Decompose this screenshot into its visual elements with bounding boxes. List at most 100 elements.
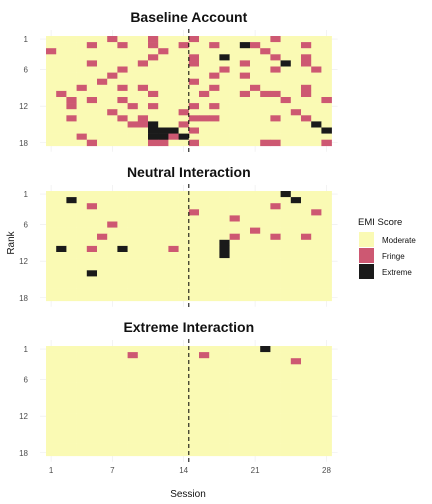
heatmap-cell	[250, 197, 261, 204]
heatmap-cell	[97, 449, 108, 457]
heatmap-cell	[250, 72, 261, 79]
heatmap-cell	[46, 191, 57, 198]
heatmap-cell	[209, 400, 220, 408]
heatmap-cell	[137, 36, 149, 43]
x-tick-label: 14	[179, 466, 188, 475]
heatmap-cell	[168, 84, 179, 92]
heatmap-cell	[219, 270, 230, 277]
heatmap-cell	[209, 90, 220, 98]
heatmap-cell	[137, 394, 149, 402]
heatmap-cell	[56, 294, 67, 302]
heatmap-cell	[229, 233, 241, 241]
heatmap-cell	[97, 203, 108, 210]
heatmap-cell	[260, 270, 271, 277]
heatmap-cell	[290, 431, 302, 438]
heatmap-cell	[56, 288, 67, 295]
heatmap-cell	[250, 103, 261, 110]
heatmap-cell	[56, 78, 67, 86]
heatmap-cell	[158, 245, 169, 253]
heatmap-cell	[250, 425, 261, 432]
heatmap-cell	[270, 197, 281, 204]
heatmap-cell	[239, 66, 251, 73]
heatmap-cell	[97, 215, 108, 222]
heatmap-cell	[290, 139, 302, 147]
heatmap-cell	[56, 103, 67, 110]
heatmap-cell	[311, 133, 322, 140]
heatmap-cell	[107, 42, 118, 49]
heatmap-cell	[56, 191, 67, 198]
heatmap-cell	[270, 419, 281, 426]
heatmap-cell	[178, 66, 190, 73]
heatmap-cell	[66, 72, 77, 79]
heatmap-cell	[66, 443, 77, 450]
heatmap-cell	[229, 97, 241, 104]
heatmap-cell	[148, 121, 159, 128]
heatmap-cell	[219, 191, 230, 198]
heatmap-cell	[127, 133, 139, 140]
heatmap-cell	[107, 413, 118, 420]
heatmap-cell	[301, 245, 312, 253]
heatmap-cell	[46, 276, 57, 283]
heatmap-cell	[239, 270, 251, 277]
heatmap-cell	[66, 84, 77, 92]
heatmap-cell	[209, 245, 220, 253]
heatmap-cell	[321, 294, 332, 302]
heatmap-cell	[321, 258, 332, 265]
heatmap-cell	[178, 382, 190, 389]
heatmap-cell	[280, 203, 292, 210]
heatmap-cell	[117, 90, 128, 98]
heatmap-cell	[260, 90, 271, 98]
heatmap-cell	[76, 431, 88, 438]
y-tick-label: 6	[24, 221, 29, 230]
heatmap-cell	[250, 133, 261, 140]
heatmap-cell	[107, 72, 118, 79]
heatmap-cell	[239, 97, 251, 104]
heatmap-cell	[250, 388, 261, 396]
heatmap-cell	[301, 121, 312, 128]
heatmap-cell	[239, 127, 251, 134]
heatmap-cell	[311, 270, 322, 277]
heatmap-cell	[260, 48, 271, 55]
heatmap-cell	[219, 72, 230, 79]
heatmap-cell	[199, 72, 210, 79]
heatmap-cell	[280, 394, 292, 402]
heatmap-cell	[290, 215, 302, 222]
heatmap-cell	[117, 84, 128, 92]
heatmap-cell	[301, 60, 312, 67]
heatmap-cell	[250, 252, 261, 259]
heatmap-cell	[158, 443, 169, 450]
heatmap-cell	[127, 358, 139, 365]
heatmap-cell	[280, 42, 292, 49]
heatmap-cell	[97, 60, 108, 67]
heatmap-cell	[270, 276, 281, 283]
heatmap-cell	[301, 425, 312, 432]
heatmap-cell	[178, 376, 190, 383]
heatmap-cell	[178, 221, 190, 228]
heatmap-cell	[56, 84, 67, 92]
heatmap-cell	[209, 78, 220, 86]
heatmap-cell	[86, 90, 98, 98]
heatmap-cell	[290, 54, 302, 61]
heatmap-cell	[209, 60, 220, 67]
heatmap-cell	[56, 443, 67, 450]
heatmap-cell	[239, 191, 251, 198]
heatmap-cell	[127, 109, 139, 116]
heatmap-cell	[209, 388, 220, 396]
heatmap-cell	[168, 221, 179, 228]
heatmap-cell	[219, 115, 230, 122]
heatmap-cell	[321, 42, 332, 49]
heatmap-cell	[66, 258, 77, 265]
heatmap-cell	[168, 72, 179, 79]
heatmap-cell	[260, 258, 271, 265]
heatmap-cell	[250, 191, 261, 198]
heatmap-cell	[188, 103, 200, 110]
heatmap-cell	[97, 346, 108, 353]
heatmap-cell	[321, 191, 332, 198]
heatmap-cell	[290, 133, 302, 140]
heatmap-cell	[219, 437, 230, 444]
heatmap-cell	[56, 245, 67, 253]
heatmap-cell	[219, 400, 230, 408]
heatmap-cell	[137, 294, 149, 302]
heatmap-cell	[107, 90, 118, 98]
heatmap-cell	[229, 388, 241, 396]
